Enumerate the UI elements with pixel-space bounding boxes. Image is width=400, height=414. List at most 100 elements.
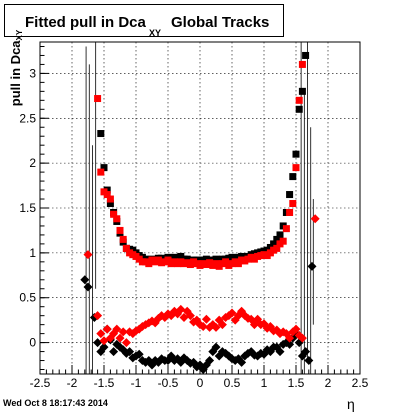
data-point-square [286,208,294,216]
data-point-diamond [275,347,285,357]
data-point-diamond [285,339,295,349]
data-point-diamond [227,308,237,318]
data-point-square [302,51,310,59]
data-point-square [110,210,118,218]
data-point-square [273,235,281,243]
data-point-square [122,244,130,252]
data-point-square [100,164,108,172]
data-point-square [202,255,210,263]
title-subscript: XY [149,28,162,38]
data-point-square [94,95,102,103]
data-point-square [106,200,114,208]
data-point-diamond [93,311,103,321]
y-tick-label: 2.5 [19,111,36,125]
data-point-square [116,226,124,234]
data-point-diamond [80,275,90,285]
data-point-diamond [134,349,144,359]
y-tick-label: 3 [29,66,36,80]
data-point-diamond [301,347,311,357]
data-point-diamond [115,333,125,343]
x-tick-label: -2.5 [30,376,51,390]
data-markers [80,51,320,375]
data-point-square [292,164,300,172]
data-point-diamond [99,336,109,346]
y-tick-label: 0.5 [19,291,36,305]
x-tick-label: 0 [197,376,204,390]
y-axis-label: pull in DcaXY [8,30,24,106]
data-point-square [119,235,127,243]
data-point-diamond [205,356,215,366]
data-point-diamond [179,312,189,322]
data-point-square [103,191,111,199]
data-point-square [298,87,306,95]
data-point-square [113,215,121,223]
data-point-square [279,237,287,245]
y-tick-label: 2 [29,156,36,170]
data-point-diamond [310,214,320,224]
error-bars [85,42,314,374]
data-point-diamond [176,304,186,314]
footer-timestamp: Wed Oct 8 18:17:43 2014 [3,398,108,408]
y-tick-label: 0 [29,336,36,350]
data-point-diamond [109,347,119,357]
data-point-diamond [185,311,195,321]
data-point-square [289,173,297,181]
y-tick-label: 1 [29,246,36,260]
data-point-diamond [121,338,131,348]
data-point-diamond [96,329,106,339]
data-point-diamond [211,342,221,352]
title-rest: Global Tracks [171,14,270,31]
y-axis-label-main: pull in Dca [8,40,24,107]
data-point-diamond [118,327,128,337]
y-tick-label: 1.5 [19,201,36,215]
data-point-diamond [102,324,112,334]
data-point-square [106,195,114,203]
axes: -2.5 -2 -1.5 -1 -0.5 0 0.5 1 1.5 2 2.5 0 0.5 1 1.5 2 2.5… [19,45,369,390]
x-tick-label: -2 [67,376,78,390]
data-point-diamond [125,347,135,357]
data-point-diamond [211,322,221,332]
y-axis-label-subscript: XY [15,29,25,41]
data-point-square [292,150,300,158]
x-tick-label: 2 [325,376,332,390]
data-point-square [145,260,153,268]
data-point-diamond [201,314,211,324]
data-point-diamond [291,324,301,334]
data-point-diamond [93,338,103,348]
data-point-diamond [83,282,93,292]
data-point-diamond [304,356,314,366]
data-point-square [222,258,230,266]
data-point-square [97,130,105,138]
x-tick-label: -1.5 [94,376,115,390]
data-point-square [282,225,290,233]
data-point-diamond [83,250,93,260]
data-point-square [289,200,297,208]
data-point-diamond [198,321,208,331]
data-point-square [97,168,105,176]
data-point-square [270,240,278,248]
x-tick-label: 2.5 [352,376,369,390]
data-point-diamond [237,357,247,367]
data-point-square [164,256,172,264]
data-point-diamond [285,333,295,343]
title-box: Fitted pull in Dca XY Global Tracks [4,4,284,38]
data-point-diamond [99,342,109,352]
x-tick-label: -1 [131,376,142,390]
data-point-square [234,260,242,268]
x-tick-label: 1.5 [288,376,305,390]
x-axis-label: η [347,396,355,412]
title-main: Fitted pull in Dca [25,14,146,31]
data-point-square [273,244,281,252]
data-point-diamond [297,333,307,343]
data-point-diamond [217,320,227,330]
data-point-square [276,231,284,239]
data-point-diamond [307,261,317,271]
data-point-square [298,60,306,68]
data-point-square [295,96,303,104]
x-tick-label: 1 [261,376,268,390]
data-point-square [286,191,294,199]
data-point-diamond [112,324,122,334]
x-tick-label: -0.5 [158,376,179,390]
x-tick-label: 0.5 [224,376,241,390]
